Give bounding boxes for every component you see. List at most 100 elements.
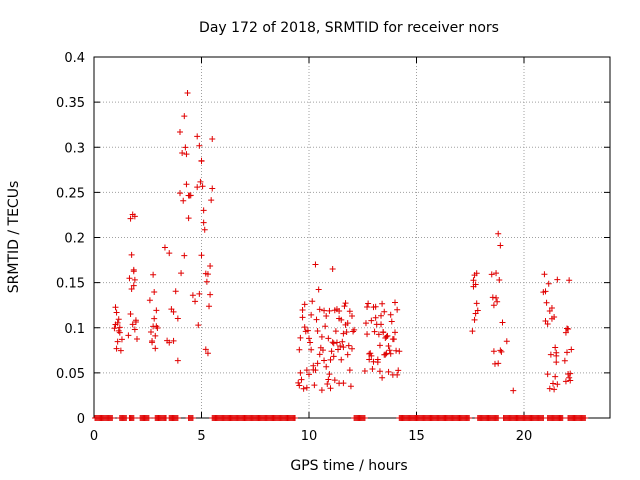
data-point <box>387 311 394 318</box>
data-point <box>308 311 315 318</box>
data-point <box>306 335 312 342</box>
zero-point <box>559 415 566 421</box>
data-point <box>309 298 316 305</box>
data-point <box>111 325 118 332</box>
data-point <box>304 327 311 334</box>
data-point <box>185 215 192 222</box>
data-point <box>395 367 402 374</box>
data-point <box>151 315 158 322</box>
data-point <box>314 360 321 367</box>
data-point <box>564 349 570 356</box>
y-tick-label: 0.4 <box>64 51 85 66</box>
zero-point <box>495 415 502 421</box>
chart-title: Day 172 of 2018, SRMTID for receiver nor… <box>199 20 499 36</box>
y-tick-label: 0.2 <box>64 232 85 247</box>
x-tick-label: 5 <box>197 429 205 444</box>
data-point <box>321 307 328 314</box>
data-point <box>496 276 503 283</box>
data-point <box>396 348 403 355</box>
data-point <box>380 329 387 336</box>
axis-ticks <box>93 56 610 419</box>
data-point <box>318 387 325 394</box>
data-point <box>299 307 306 314</box>
data-point <box>495 360 502 367</box>
data-point <box>151 289 158 296</box>
data-point <box>543 299 550 306</box>
zero-point <box>174 415 181 421</box>
data-point <box>326 307 333 314</box>
data-point <box>202 270 209 277</box>
x-tick-label: 20 <box>516 429 533 444</box>
data-point <box>368 317 375 324</box>
data-point <box>303 384 310 391</box>
data-point <box>562 378 569 385</box>
y-axis-label: SRMTID / TECUs <box>6 181 22 294</box>
data-point <box>499 319 506 326</box>
data-point <box>192 298 199 305</box>
data-point <box>386 347 393 354</box>
data-point <box>494 298 501 305</box>
data-point <box>473 300 480 307</box>
data-point <box>372 303 379 310</box>
zero-point <box>145 415 152 421</box>
data-point <box>179 150 186 157</box>
data-point <box>113 309 120 316</box>
data-point <box>327 385 334 392</box>
data-point <box>510 387 517 394</box>
data-point <box>113 345 120 352</box>
data-point <box>314 327 321 334</box>
grid-lines <box>94 57 610 418</box>
data-point <box>503 338 510 345</box>
data-point <box>472 281 479 288</box>
data-point <box>567 370 574 377</box>
data-point <box>298 376 305 383</box>
data-point <box>342 321 349 328</box>
data-point <box>130 268 137 275</box>
zero-point <box>109 415 116 421</box>
data-point <box>553 359 560 366</box>
data-point <box>322 323 329 330</box>
x-tick-label: 0 <box>90 429 98 444</box>
data-point <box>174 315 181 322</box>
data-point <box>130 282 137 289</box>
y-tick-label: 0.25 <box>56 186 85 201</box>
data-point <box>184 89 191 96</box>
data-point <box>347 383 354 390</box>
data-point <box>301 301 308 308</box>
data-point <box>177 128 183 135</box>
data-point <box>323 312 330 319</box>
data-point <box>170 308 177 315</box>
data-point <box>166 339 173 346</box>
data-point <box>196 142 203 149</box>
data-point <box>561 357 568 364</box>
y-tick-labels: 0 0.05 0.1 0.15 0.2 0.25 0.3 0.35 0.4 <box>56 51 85 427</box>
data-point <box>366 350 373 357</box>
data-point <box>303 367 310 374</box>
data-point <box>132 317 139 324</box>
data-point <box>331 377 338 384</box>
data-point <box>296 382 303 389</box>
y-tick-label: 0.3 <box>64 141 85 156</box>
data-point <box>340 380 347 387</box>
zero-point <box>292 415 299 421</box>
data-point <box>551 313 558 320</box>
data-point <box>301 324 308 331</box>
data-point <box>150 271 157 278</box>
data-point <box>337 343 344 350</box>
data-point <box>316 306 323 313</box>
y-tick-label: 0.15 <box>56 277 85 292</box>
data-point <box>316 351 323 358</box>
data-point <box>149 339 156 346</box>
data-point <box>194 133 201 140</box>
data-point <box>326 371 333 378</box>
data-point <box>134 336 140 343</box>
data-point <box>128 251 135 258</box>
data-point <box>385 343 392 350</box>
zero-point <box>189 415 196 421</box>
data-point <box>114 319 121 326</box>
data-point <box>333 339 340 346</box>
data-point <box>112 304 119 311</box>
data-point <box>551 386 558 393</box>
data-point <box>206 303 213 310</box>
